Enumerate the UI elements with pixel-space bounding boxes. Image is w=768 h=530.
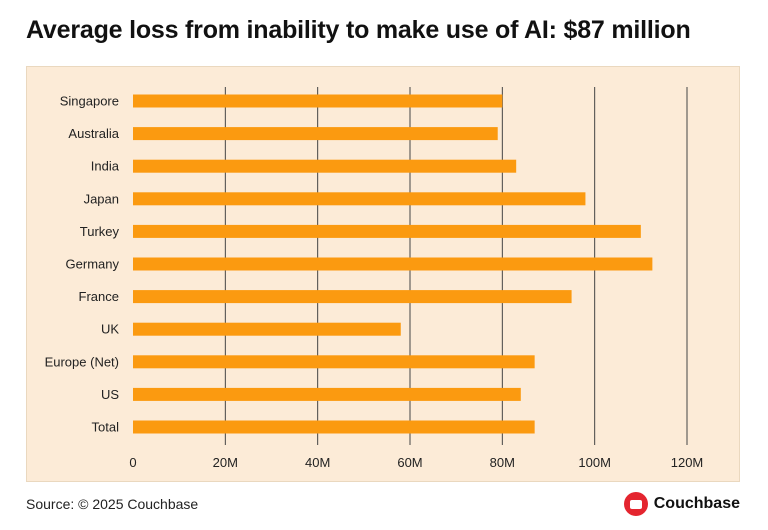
category-label: UK	[101, 322, 119, 337]
x-tick-label: 20M	[213, 455, 238, 470]
x-tick-label: 120M	[671, 455, 704, 470]
bar	[133, 94, 503, 108]
bar	[133, 355, 535, 369]
source-note: Source: © 2025 Couchbase	[26, 496, 199, 512]
category-label: US	[101, 387, 119, 402]
bar	[133, 127, 498, 141]
category-label: Singapore	[60, 94, 119, 109]
category-label: Turkey	[80, 224, 120, 239]
x-tick-label: 80M	[490, 455, 515, 470]
bar-chart: 0 20M 40M 60M 80M 100M 120M Singapore Australia I…	[45, 87, 704, 470]
bar	[133, 159, 517, 173]
category-label: Japan	[84, 191, 119, 206]
bar	[133, 192, 586, 206]
x-tick-label: 60M	[397, 455, 422, 470]
chart-panel: 0 20M 40M 60M 80M 100M 120M Singapore Australia I…	[26, 66, 740, 482]
category-label: France	[79, 289, 119, 304]
category-label: Europe (Net)	[45, 354, 119, 369]
bar	[133, 290, 572, 304]
bar	[133, 387, 521, 401]
bar	[133, 322, 401, 336]
category-label: Germany	[66, 257, 120, 272]
x-tick-label: 0	[129, 455, 136, 470]
brand: Couchbase	[623, 492, 740, 516]
category-label: India	[91, 159, 120, 174]
couchbase-logo-icon	[623, 492, 648, 516]
x-tick-label: 100M	[578, 455, 611, 470]
x-tick-label: 40M	[305, 455, 330, 470]
bar	[133, 224, 641, 238]
bar	[133, 257, 653, 271]
category-label: Total	[92, 420, 120, 435]
category-label: Australia	[68, 126, 119, 141]
chart-title: Average loss from inability to make use …	[26, 16, 691, 44]
bar	[133, 420, 535, 434]
brand-name: Couchbase	[653, 495, 740, 512]
